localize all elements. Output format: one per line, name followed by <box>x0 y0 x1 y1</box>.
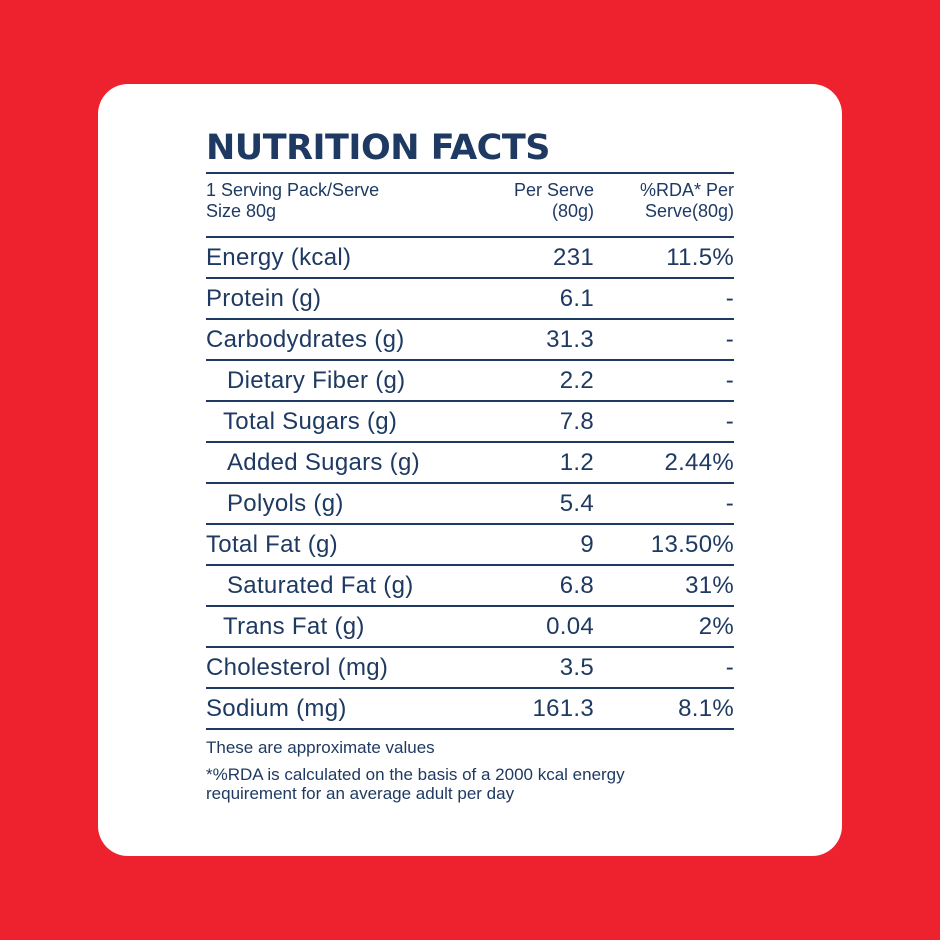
nutrient-name: Cholesterol (mg) <box>206 653 389 681</box>
rda-value: - <box>725 366 734 394</box>
nutrition-title: NUTRITION FACTS <box>206 128 734 174</box>
rda-value: - <box>725 653 734 681</box>
rda-footnote-line2: requirement for an average adult per day <box>206 784 515 803</box>
per-serve-value: 231 <box>553 243 594 271</box>
nutrient-name: Protein (g) <box>206 284 322 312</box>
table-header: 1 Serving Pack/Serve Size 80g Per Serve … <box>206 174 734 238</box>
per-serve-header: Per Serve (80g) <box>454 180 594 222</box>
per-serve-value: 161.3 <box>532 694 594 722</box>
table-row: Protein (g) 6.1 - <box>206 279 734 320</box>
per-serve-value: 6.8 <box>559 571 594 599</box>
nutrient-name: Dietary Fiber (g) <box>227 366 406 394</box>
rda-value: 2% <box>698 612 734 640</box>
serving-size-header: 1 Serving Pack/Serve Size 80g <box>206 180 454 222</box>
footnotes: These are approximate values *%RDA is ca… <box>206 738 734 803</box>
serving-size-line2: Size 80g <box>206 201 277 221</box>
table-row: Trans Fat (g) 0.04 2% <box>206 607 734 648</box>
per-serve-value: 31.3 <box>546 325 594 353</box>
per-serve-value: 6.1 <box>559 284 594 312</box>
rda-value: - <box>725 489 734 517</box>
per-serve-value: 0.04 <box>546 612 594 640</box>
approximate-values-note: These are approximate values <box>206 738 435 757</box>
per-serve-value: 1.2 <box>559 448 594 476</box>
rda-value: 31% <box>685 571 734 599</box>
table-row: Total Fat (g) 9 13.50% <box>206 525 734 566</box>
nutrient-name: Total Sugars (g) <box>223 407 398 435</box>
per-serve-value: 7.8 <box>559 407 594 435</box>
rda-line2: Serve(80g) <box>644 201 734 221</box>
rda-value: 8.1% <box>678 694 734 722</box>
nutrient-name: Added Sugars (g) <box>227 448 420 476</box>
serving-size-line1: 1 Serving Pack/Serve <box>206 180 380 200</box>
per-serve-value: 9 <box>580 530 594 558</box>
table-row: Polyols (g) 5.4 - <box>206 484 734 525</box>
per-serve-value: 5.4 <box>559 489 594 517</box>
nutrient-name: Carbodydrates (g) <box>206 325 405 353</box>
rda-value: 11.5% <box>666 243 734 271</box>
table-row: Energy (kcal) 231 11.5% <box>206 238 734 279</box>
nutrient-name: Saturated Fat (g) <box>227 571 414 599</box>
nutrient-name: Total Fat (g) <box>206 530 338 558</box>
rda-footnote-line1: *%RDA is calculated on the basis of a 20… <box>206 765 625 784</box>
table-row: Total Sugars (g) 7.8 - <box>206 402 734 443</box>
table-row: Cholesterol (mg) 3.5 - <box>206 648 734 689</box>
rda-value: 2.44% <box>664 448 734 476</box>
nutrient-name: Trans Fat (g) <box>223 612 365 640</box>
table-row: Carbodydrates (g) 31.3 - <box>206 320 734 361</box>
rda-header: %RDA* Per Serve(80g) <box>594 180 734 222</box>
nutrient-name: Sodium (mg) <box>206 694 347 722</box>
table-row: Dietary Fiber (g) 2.2 - <box>206 361 734 402</box>
rda-value: - <box>725 407 734 435</box>
table-row: Added Sugars (g) 1.2 2.44% <box>206 443 734 484</box>
per-serve-value: 2.2 <box>559 366 594 394</box>
table-row: Saturated Fat (g) 6.8 31% <box>206 566 734 607</box>
nutrition-panel: NUTRITION FACTS 1 Serving Pack/Serve Siz… <box>206 128 734 803</box>
rda-line1: %RDA* Per <box>639 180 734 200</box>
rda-value: 13.50% <box>650 530 734 558</box>
nutrient-name: Energy (kcal) <box>206 243 352 271</box>
nutrition-card: NUTRITION FACTS 1 Serving Pack/Serve Siz… <box>98 84 842 856</box>
table-row: Sodium (mg) 161.3 8.1% <box>206 689 734 730</box>
rda-value: - <box>725 325 734 353</box>
per-serve-line2: (80g) <box>551 201 594 221</box>
rda-value: - <box>725 284 734 312</box>
per-serve-line1: Per Serve <box>513 180 594 200</box>
nutrient-name: Polyols (g) <box>227 489 344 517</box>
per-serve-value: 3.5 <box>559 653 594 681</box>
